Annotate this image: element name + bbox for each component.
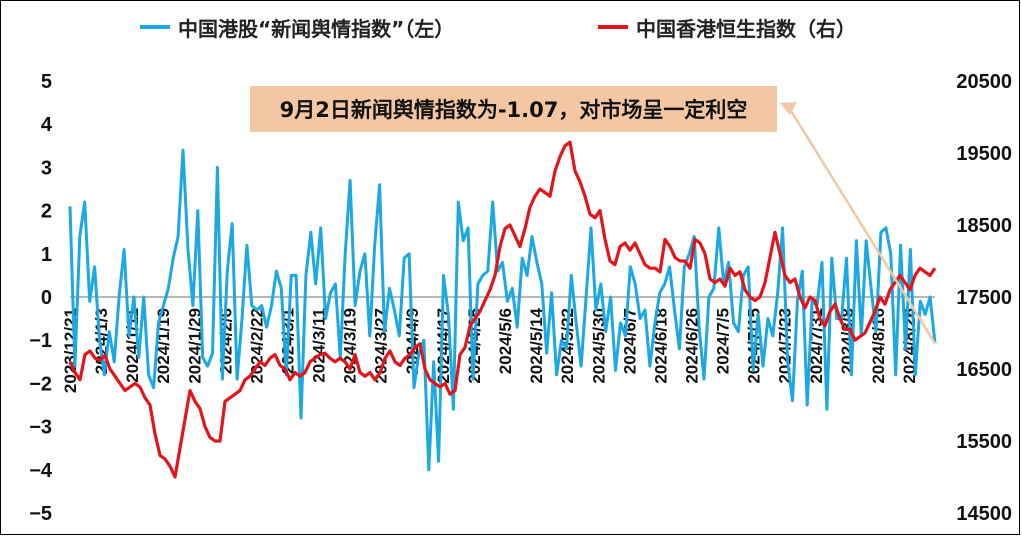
x-tick-label: 2024/7/23 xyxy=(776,308,795,384)
y-left-tick-label: 0 xyxy=(41,287,52,309)
y-left-tick-label: −5 xyxy=(29,503,52,525)
legend-swatch-hsi xyxy=(598,25,628,29)
x-tick-label: 2024/7/5 xyxy=(714,308,733,374)
y-left-tick-label: 4 xyxy=(41,114,53,136)
x-tick-label: 2024/5/6 xyxy=(496,308,515,374)
y-left-tick-label: 5 xyxy=(41,71,52,93)
legend-swatch-sentiment xyxy=(140,25,170,29)
legend-series-hsi: 中国香港恒生指数（右） xyxy=(598,12,856,42)
annotation-arrow xyxy=(786,105,937,344)
y-right-tick-label: 15500 xyxy=(956,431,1012,453)
legend-label-sentiment: 中国港股“新闻舆情指数”（左） xyxy=(178,16,455,41)
y-right-tick-label: 20500 xyxy=(956,71,1012,93)
y-left-tick-label: −1 xyxy=(29,330,52,352)
x-tick-label: 2024/8/16 xyxy=(869,308,888,384)
legend-series-sentiment: 中国港股“新闻舆情指数”（左） xyxy=(140,12,454,42)
y-left-tick-label: −4 xyxy=(29,460,53,482)
series-line-hsi xyxy=(68,140,937,479)
series-line-sentiment xyxy=(68,148,937,472)
x-tick-label: 2024/5/30 xyxy=(589,308,608,384)
x-tick-label: 2024/6/26 xyxy=(682,308,701,384)
y-right-tick-label: 17500 xyxy=(956,287,1012,309)
x-tick-label: 2024/3/11 xyxy=(310,308,329,383)
annotation-box: 9月2日新闻舆情指数为-1.07，对市场呈一定利空 xyxy=(250,86,777,132)
y-right-tick-label: 19500 xyxy=(956,143,1012,165)
y-right-tick-label: 18500 xyxy=(956,215,1012,237)
y-right-tick-label: 14500 xyxy=(956,503,1012,525)
y-left-tick-label: 2 xyxy=(41,201,52,223)
y-left-tick-label: 3 xyxy=(41,157,52,179)
y-left-tick-label: −2 xyxy=(29,373,52,395)
x-tick-label: 2024/6/7 xyxy=(620,308,639,374)
y-left-tick-label: −3 xyxy=(29,417,52,439)
y-right-tick-label: 16500 xyxy=(956,359,1012,381)
legend-label-hsi: 中国香港恒生指数（右） xyxy=(636,16,856,41)
x-tick-label: 2024/5/14 xyxy=(527,307,546,383)
x-tick-label: 2024/1/29 xyxy=(185,308,204,384)
annotation-arrowhead xyxy=(780,102,797,115)
y-left-tick-label: 1 xyxy=(41,244,52,266)
x-tick-label: 2024/6/18 xyxy=(651,308,670,384)
